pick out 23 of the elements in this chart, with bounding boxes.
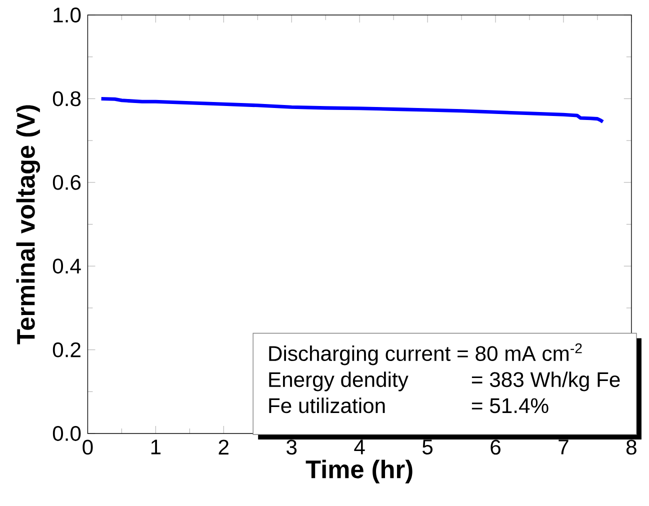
x-tick-label: 8 [626, 440, 636, 455]
annotation: Energy dendity [269, 372, 408, 392]
y-axis-title: Terminal voltage (V) [16, 105, 40, 344]
y-tick-label: 0.6 [52, 174, 81, 190]
annotation: Fe utilization [269, 398, 385, 414]
y-tick-label: 1.0 [54, 7, 81, 22]
y-tick-label: 0.4 [52, 258, 81, 274]
y-tick-label: 0.8 [52, 91, 81, 106]
x-axis-title: Time (hr) [306, 460, 412, 484]
y-tick-label: 0.2 [52, 342, 80, 358]
line-series [100, 96, 605, 124]
x-tick-label: 4 [354, 440, 365, 454]
x-tick-label: 0 [82, 440, 93, 455]
annotation: Discharging current = 80 mA cm$^{-2}$ [269, 343, 582, 366]
x-tick-label: 7 [558, 440, 568, 454]
y-tick-label: 0.0 [52, 426, 81, 441]
x-tick-label: 1 [151, 440, 161, 454]
x-tick-label: 5 [422, 440, 433, 454]
x-tick-label: 3 [286, 440, 297, 455]
annotation: = 51.4% [472, 398, 548, 414]
annotation: = 383 Wh/kg Fe [472, 372, 620, 392]
x-tick-label: 6 [490, 440, 500, 455]
x-tick-label: 2 [218, 440, 228, 454]
